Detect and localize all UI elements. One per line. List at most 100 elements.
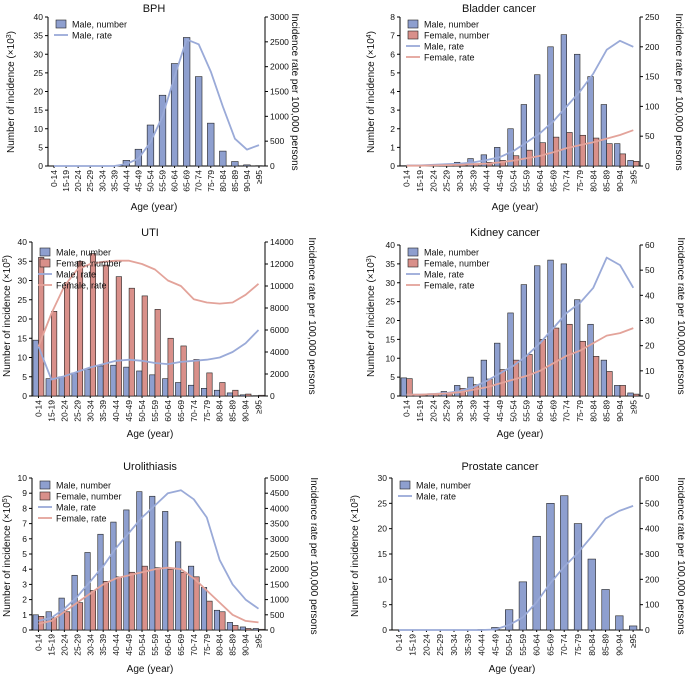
line-male-rate xyxy=(54,38,260,167)
y-tick-left-label: 15 xyxy=(386,334,396,344)
x-tick-label: 40-44 xyxy=(482,400,492,422)
y-tick-left-label: 40 xyxy=(34,12,44,22)
line-male-rate xyxy=(398,505,634,631)
legend-label: Male, number xyxy=(56,248,111,258)
bar-female-number xyxy=(38,257,45,397)
y-tick-left-label: 8 xyxy=(390,12,395,22)
bar-male-number xyxy=(534,74,541,167)
bar-male-number xyxy=(546,503,555,631)
bar-female-number xyxy=(232,625,239,631)
legend-label: Male, number xyxy=(416,481,471,491)
x-tick-label: 75-79 xyxy=(575,400,585,422)
bar-male-number xyxy=(201,587,208,631)
x-tick-label: 35-39 xyxy=(98,400,108,422)
plot-area: 0 5 10 15 20 25 30 35 40 0 2000 4000 6000 8000 10000 12… xyxy=(18,237,294,422)
x-tick-label: 45-49 xyxy=(133,170,143,192)
line-female-rate xyxy=(406,129,634,167)
x-tick-label: 55-59 xyxy=(518,634,528,656)
bar-female-number xyxy=(141,565,148,631)
bar-female-number xyxy=(606,143,613,167)
y-tick-right-label: 100 xyxy=(645,600,659,610)
y-axis-right-label: Incidence rate per 100,000 persons xyxy=(289,13,300,170)
bar-female-number xyxy=(219,611,226,631)
x-tick-label: 0-14 xyxy=(394,634,404,651)
bar-male-number xyxy=(600,104,607,167)
x-tick-label: 40-44 xyxy=(111,400,121,422)
x-tick-label: 70-74 xyxy=(559,634,569,656)
bar-female-number xyxy=(206,600,213,631)
chart-panel-bladder-cancer: Bladder cancer Number of incidence (×104… xyxy=(366,3,685,213)
y-tick-left-label: 25 xyxy=(34,68,44,78)
bar-female-number xyxy=(102,264,109,397)
x-tick-label: 80-84 xyxy=(218,170,228,192)
legend-label: Male, rate xyxy=(72,31,112,41)
y-tick-left-label: 5 xyxy=(38,142,43,152)
y-tick-right-label: 500 xyxy=(645,498,659,508)
x-tick-label: 80-84 xyxy=(588,170,598,192)
bar-female-number xyxy=(566,323,573,397)
x-tick-label: 25-29 xyxy=(435,634,445,656)
legend-label: Female, rate xyxy=(424,53,475,63)
bar-male-number xyxy=(574,53,581,167)
x-tick-label: 50-54 xyxy=(137,634,147,656)
x-tick-label: 25-29 xyxy=(72,400,82,422)
x-tick-label: 20-24 xyxy=(428,400,438,422)
y-tick-right-label: 60 xyxy=(645,240,655,250)
line-female-rate xyxy=(38,566,259,625)
y-tick-right-label: 150 xyxy=(645,72,659,82)
y-tick-right-label: 300 xyxy=(645,549,659,559)
bar-male-number xyxy=(45,378,52,397)
x-axis-label: Age (year) xyxy=(489,664,536,675)
bar-male-number xyxy=(587,76,594,167)
bar-female-number xyxy=(180,345,187,397)
x-tick-label: 55-59 xyxy=(150,400,160,422)
chart-title: Bladder cancer xyxy=(462,3,536,15)
line-female-rate xyxy=(406,327,634,396)
x-tick-label: 15-19 xyxy=(46,400,56,422)
legend-label: Male, number xyxy=(424,248,479,258)
x-axis-label: Age (year) xyxy=(127,664,174,675)
bar-female-number xyxy=(406,378,413,397)
y-tick-right-label: 4000 xyxy=(270,503,289,513)
legend-label: Male, rate xyxy=(416,492,456,502)
y-tick-right-label: 8000 xyxy=(270,303,289,313)
y-tick-left-label: 30 xyxy=(18,276,28,286)
bar-female-number xyxy=(141,295,148,397)
legend-label: Male, rate xyxy=(56,503,96,513)
y-tick-right-label: 6000 xyxy=(270,325,289,335)
bar-female-number xyxy=(193,359,200,397)
x-tick-label: 75-79 xyxy=(202,400,212,422)
y-tick-left-label: 7 xyxy=(390,31,395,41)
y-tick-right-label: 12000 xyxy=(270,259,294,269)
y-tick-right-label: 2000 xyxy=(270,369,289,379)
x-tick-label: ≥95 xyxy=(628,634,638,648)
y-tick-right-label: 3000 xyxy=(270,534,289,544)
y-tick-left-label: 0 xyxy=(390,161,395,171)
x-tick-label: 40-44 xyxy=(121,170,131,192)
legend-swatch-bar xyxy=(407,30,419,40)
y-tick-right-label: 1000 xyxy=(270,595,289,605)
y-tick-left-label: 25 xyxy=(386,297,396,307)
chart-panel-kidney-cancer: Kidney cancer Number of incidence (×103)… xyxy=(366,227,685,440)
y-axis-right-label: Incidence rate per 100,000 persons xyxy=(675,477,685,634)
bar-male-number xyxy=(252,628,259,631)
x-tick-label: 80-84 xyxy=(215,400,225,422)
x-tick-label: 90-94 xyxy=(615,170,625,192)
bar-male-number xyxy=(162,511,169,631)
bar-female-number xyxy=(593,137,600,167)
bar-male-number xyxy=(547,46,554,167)
x-tick-label: 60-64 xyxy=(163,400,173,422)
bar-male-number xyxy=(587,558,596,631)
y-tick-right-label: 400 xyxy=(645,524,659,534)
bar-male-number xyxy=(520,104,527,167)
x-tick-label: 55-59 xyxy=(158,170,168,192)
chart-panel-prostate-cancer: Prostate cancer Number of incidence (×10… xyxy=(350,461,685,675)
bar-male-number xyxy=(97,365,104,397)
bar-male-number xyxy=(123,509,130,631)
y-tick-left-label: 5 xyxy=(22,549,27,559)
y-tick-right-label: 1000 xyxy=(270,111,289,121)
